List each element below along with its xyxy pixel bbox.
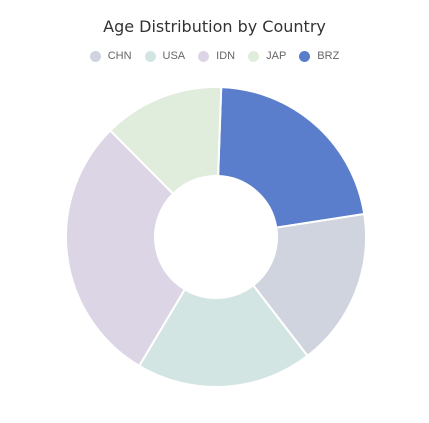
slice-brz[interactable] xyxy=(217,86,366,229)
legend-label-jap: JAP xyxy=(266,50,287,62)
legend-item-jap[interactable]: JAP xyxy=(248,50,286,62)
chart-title: Age Distribution by Country xyxy=(103,17,326,36)
slice-jap[interactable] xyxy=(108,86,223,196)
legend-label-usa: USA xyxy=(162,50,186,62)
chart-legend: CHN USA IDN JAP BRZ xyxy=(0,48,429,64)
legend-marker-brz xyxy=(299,50,311,62)
legend-marker-idn xyxy=(198,50,210,62)
slice-idn[interactable] xyxy=(65,129,187,368)
legend-label-brz: BRZ xyxy=(317,50,340,62)
legend-item-brz[interactable]: BRZ xyxy=(299,50,339,62)
legend-label-chn: CHN xyxy=(107,50,132,62)
legend-item-chn[interactable]: CHN xyxy=(89,50,132,62)
legend-item-idn[interactable]: IDN xyxy=(198,50,235,62)
legend-label-idn: IDN xyxy=(216,50,236,62)
legend-marker-jap xyxy=(248,50,260,62)
legend-item-usa[interactable]: USA xyxy=(144,50,186,62)
legend-marker-usa xyxy=(144,50,156,62)
legend-marker-chn xyxy=(89,50,101,62)
slice-usa[interactable] xyxy=(137,283,309,388)
